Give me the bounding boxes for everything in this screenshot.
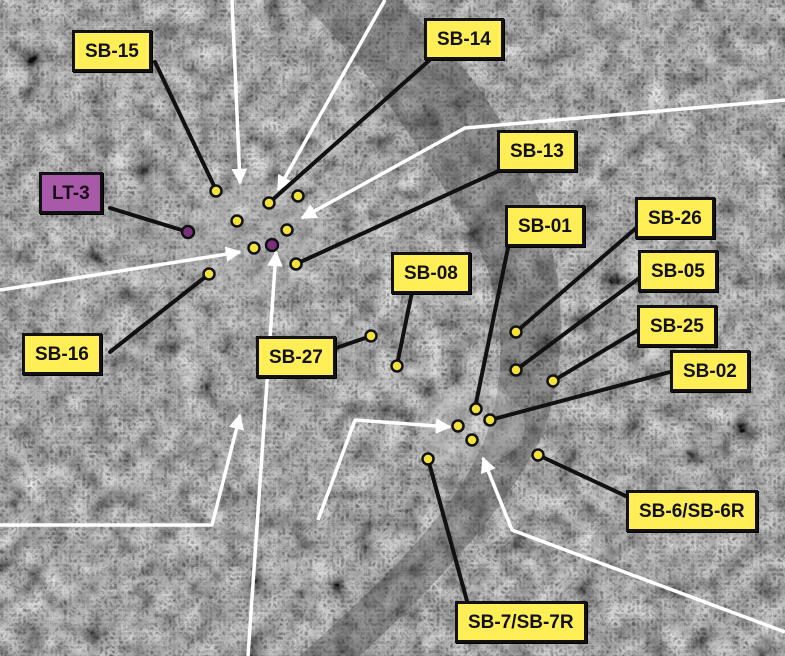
label-sb-7-sb-7r: SB-7/SB-7R bbox=[455, 601, 587, 643]
point-sb-05 bbox=[509, 363, 523, 377]
boundary-line-south bbox=[246, 250, 283, 656]
point-sb-08 bbox=[390, 359, 404, 373]
sample-points bbox=[180, 184, 560, 466]
label-sb-15: SB-15 bbox=[72, 30, 152, 72]
point-cluster-south-1 bbox=[451, 419, 465, 433]
point-sb-15 bbox=[209, 184, 223, 198]
point-sb-25 bbox=[546, 374, 560, 388]
leader-sb-14 bbox=[268, 40, 452, 204]
cleared-area-north bbox=[185, 185, 325, 295]
label-sb-08: SB-08 bbox=[391, 252, 471, 294]
point-lt-3 bbox=[180, 224, 196, 240]
label-sb-26: SB-26 bbox=[635, 197, 715, 239]
leader-sb-08 bbox=[395, 290, 414, 367]
point-cluster-north-3 bbox=[280, 223, 294, 237]
boundary-line-north bbox=[230, 0, 248, 185]
leader-sb-26 bbox=[514, 214, 652, 334]
label-sb-6-sb-6r: SB-6/SB-6R bbox=[626, 490, 758, 532]
point-cluster-south-2 bbox=[465, 433, 479, 447]
label-lt-3: LT-3 bbox=[39, 172, 103, 214]
point-sb-02 bbox=[483, 413, 497, 427]
point-cluster-north-4 bbox=[247, 241, 261, 255]
boundary-line-southeast bbox=[480, 456, 785, 634]
leader-sb-7 bbox=[426, 457, 472, 614]
point-sb-13 bbox=[289, 257, 303, 271]
leader-sb-05 bbox=[514, 268, 652, 372]
label-sb-16: SB-16 bbox=[22, 333, 102, 375]
label-sb-25: SB-25 bbox=[637, 305, 717, 347]
leader-sb-01 bbox=[473, 236, 512, 410]
leader-sb-02 bbox=[488, 370, 672, 422]
point-cluster-north-2 bbox=[230, 214, 244, 228]
point-sb-14 bbox=[291, 189, 305, 203]
label-sb-01: SB-01 bbox=[505, 205, 585, 247]
point-sb-16 bbox=[202, 267, 216, 281]
point-sb-26 bbox=[509, 325, 523, 339]
point-cluster-north-1 bbox=[262, 196, 276, 210]
point-sb-6 bbox=[531, 448, 545, 462]
boundary-line-northeast bbox=[276, 0, 387, 192]
label-sb-02: SB-02 bbox=[670, 350, 750, 392]
leader-lines bbox=[108, 40, 672, 614]
boundary-line-southwest bbox=[0, 413, 245, 527]
label-sb-13: SB-13 bbox=[497, 130, 577, 172]
point-sb-27 bbox=[364, 329, 378, 343]
point-lt-3-secondary bbox=[264, 237, 280, 253]
label-sb-14: SB-14 bbox=[424, 18, 504, 60]
label-sb-05: SB-05 bbox=[638, 250, 718, 292]
boundary-line-east bbox=[300, 98, 785, 220]
leader-sb-25 bbox=[551, 322, 650, 383]
leader-lt-3 bbox=[108, 206, 190, 234]
label-sb-27: SB-27 bbox=[256, 336, 336, 378]
leader-sb-15 bbox=[153, 60, 218, 192]
boundary-line-west bbox=[0, 246, 242, 292]
boundary-line-south-center bbox=[316, 418, 452, 521]
leader-sb-16 bbox=[108, 272, 211, 354]
cleared-area-south bbox=[415, 385, 525, 465]
point-sb-7 bbox=[421, 452, 435, 466]
point-sb-01 bbox=[469, 402, 483, 416]
